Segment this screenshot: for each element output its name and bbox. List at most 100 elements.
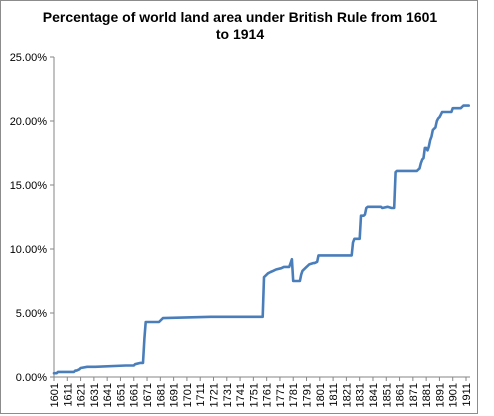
data-point xyxy=(360,215,362,217)
data-point xyxy=(139,362,141,364)
x-tick-label: 1651 xyxy=(115,383,127,407)
data-point xyxy=(381,207,383,209)
x-tick-label: 1731 xyxy=(222,383,234,407)
data-point xyxy=(300,274,302,276)
series-line xyxy=(52,104,471,375)
data-point xyxy=(364,213,366,215)
data-point xyxy=(53,372,55,374)
data-point xyxy=(210,316,212,318)
data-point xyxy=(86,366,88,368)
data-point xyxy=(353,238,355,240)
data-point xyxy=(290,262,292,264)
data-point xyxy=(419,167,421,169)
data-point xyxy=(397,170,399,172)
x-tick-label: 1851 xyxy=(381,383,393,407)
x-tick-label: 1741 xyxy=(235,383,247,407)
x-tick-label: 1861 xyxy=(395,383,407,407)
data-point xyxy=(427,149,429,151)
data-point xyxy=(57,371,59,373)
x-tick-label: 1881 xyxy=(421,383,433,407)
data-point xyxy=(431,135,433,137)
x-tick-label: 1671 xyxy=(142,383,154,407)
x-tick-label: 1701 xyxy=(182,383,194,407)
data-point xyxy=(162,317,164,319)
data-point xyxy=(143,338,145,340)
x-tick-label: 1711 xyxy=(195,383,207,407)
x-tick-label: 1791 xyxy=(302,383,314,407)
data-point xyxy=(308,263,310,265)
data-point xyxy=(283,266,285,268)
y-tick-label: 20.00% xyxy=(10,116,48,128)
data-point xyxy=(314,262,316,264)
data-point xyxy=(316,261,318,263)
y-axis-ticks: 0.00% 5.00% 10.00% 15.00% 20.00% 25.00% xyxy=(10,52,54,384)
y-tick-label: 5.00% xyxy=(16,308,47,320)
data-point xyxy=(429,139,431,141)
data-point xyxy=(468,105,470,107)
data-point xyxy=(428,146,430,148)
x-tick-label: 1771 xyxy=(275,383,287,407)
x-tick-label: 1871 xyxy=(408,383,420,407)
data-point xyxy=(425,147,427,149)
data-point xyxy=(80,367,82,369)
chart-title-line-1: Percentage of world land area under Brit… xyxy=(42,9,438,25)
x-tick-label: 1601 xyxy=(49,383,61,407)
x-tick-label: 1781 xyxy=(288,383,300,407)
chart-title-line-2: to 1914 xyxy=(215,26,265,42)
x-axis-ticks: 1601 1611 1621 1631 1641 1651 1661 1671 1681 1691… xyxy=(49,377,473,407)
y-tick-label: 15.00% xyxy=(10,180,48,192)
data-point xyxy=(125,365,127,367)
data-point xyxy=(306,266,308,268)
data-point xyxy=(275,269,277,271)
data-point xyxy=(452,107,454,109)
x-tick-label: 1751 xyxy=(248,383,260,407)
x-tick-label: 1911 xyxy=(461,383,473,407)
x-tick-label: 1641 xyxy=(102,383,114,407)
data-point xyxy=(441,111,443,113)
data-point xyxy=(263,276,265,278)
data-point xyxy=(352,242,354,244)
y-tick-label: 25.00% xyxy=(10,52,48,64)
data-point xyxy=(142,362,144,364)
x-tick-label: 1831 xyxy=(355,383,367,407)
data-point xyxy=(359,238,361,240)
data-point xyxy=(291,258,293,260)
data-point xyxy=(94,366,96,368)
data-point xyxy=(440,114,442,116)
data-point xyxy=(292,280,294,282)
data-point xyxy=(420,162,422,164)
data-point xyxy=(288,266,290,268)
data-point xyxy=(387,206,389,208)
x-tick-label: 1801 xyxy=(315,383,327,407)
x-tick-label: 1621 xyxy=(76,383,88,407)
chart-frame xyxy=(0,0,478,414)
data-point xyxy=(158,321,160,323)
data-point xyxy=(438,116,440,118)
x-tick-label: 1891 xyxy=(434,383,446,407)
data-point xyxy=(436,120,438,122)
y-tick-label: 0.00% xyxy=(16,372,47,384)
x-tick-label: 1631 xyxy=(89,383,101,407)
data-point xyxy=(351,254,353,256)
x-tick-label: 1691 xyxy=(169,383,181,407)
x-tick-label: 1821 xyxy=(341,383,353,407)
y-tick-label: 10.00% xyxy=(10,244,48,256)
chart-title: Percentage of world land area under Brit… xyxy=(40,9,440,43)
x-tick-label: 1721 xyxy=(208,383,220,407)
data-point xyxy=(76,370,78,372)
x-tick-label: 1611 xyxy=(62,383,74,407)
data-point xyxy=(134,363,136,365)
data-point xyxy=(367,206,369,208)
data-point xyxy=(262,316,264,318)
data-point xyxy=(280,267,282,269)
data-point xyxy=(272,270,274,272)
data-point xyxy=(423,157,425,159)
data-point xyxy=(302,270,304,272)
data-point xyxy=(299,280,301,282)
data-point xyxy=(318,254,320,256)
data-point xyxy=(393,207,395,209)
x-tick-label: 1901 xyxy=(448,383,460,407)
x-tick-label: 1811 xyxy=(328,383,340,407)
x-tick-label: 1841 xyxy=(368,383,380,407)
